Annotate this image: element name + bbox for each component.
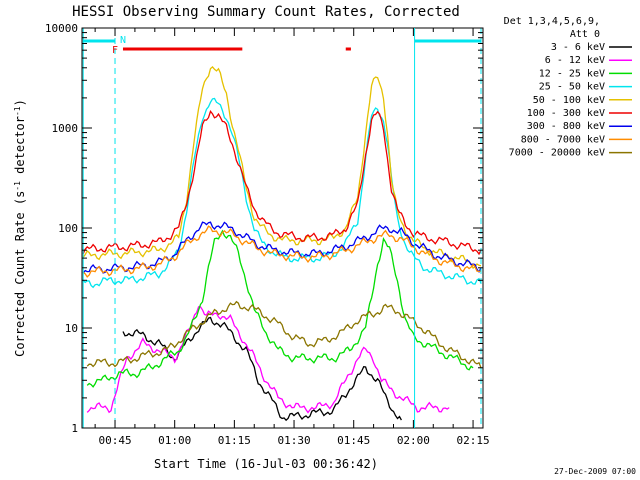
legend-entry-label: 300 - 800 keV bbox=[527, 121, 605, 132]
series-line-7 bbox=[82, 225, 482, 278]
series-line-2 bbox=[86, 229, 474, 388]
legend-entry-label: 800 - 7000 keV bbox=[521, 134, 605, 145]
legend-entry-label: 7000 - 20000 keV bbox=[509, 148, 605, 159]
legend-entry-label: 6 - 12 keV bbox=[545, 55, 605, 66]
legend-entry-label: 50 - 100 keV bbox=[533, 95, 605, 106]
y-tick-label: 1000 bbox=[52, 122, 79, 135]
annotation-layer: FN bbox=[82, 28, 482, 428]
x-tick-label: 01:00 bbox=[158, 434, 191, 447]
x-tick-label: 01:45 bbox=[337, 434, 370, 447]
y-axis: 1 10 100 1000 10000 bbox=[45, 22, 483, 435]
y-tick-label: 10 bbox=[65, 322, 78, 335]
x-tick-label: 01:15 bbox=[218, 434, 251, 447]
plot-area bbox=[81, 27, 484, 429]
legend-entry-label: 12 - 25 keV bbox=[539, 68, 605, 79]
legend-header: Att 0 bbox=[570, 29, 600, 40]
night-marker: N bbox=[120, 35, 126, 46]
y-tick-label: 1 bbox=[71, 422, 78, 435]
x-tick-label: 02:15 bbox=[456, 434, 489, 447]
series-line-8 bbox=[86, 300, 482, 369]
y-tick-label: 100 bbox=[58, 222, 78, 235]
series-layer bbox=[82, 65, 482, 422]
series-line-5 bbox=[82, 110, 482, 256]
flare-marker: F bbox=[112, 45, 118, 56]
legend-entry-label: 100 - 300 keV bbox=[527, 108, 605, 119]
legend-entry-label: 25 - 50 keV bbox=[539, 82, 605, 93]
series-line-4 bbox=[82, 65, 482, 270]
x-tick-label: 02:00 bbox=[397, 434, 430, 447]
series-line-0 bbox=[122, 316, 402, 422]
x-axis: 00:45 01:00 01:15 01:30 01:45 02:00 02:15 bbox=[94, 28, 490, 447]
footer-timestamp: 27-Dec-2009 07:00 bbox=[554, 467, 636, 476]
series-line-3 bbox=[82, 97, 482, 289]
y-axis-label: Corrected Count Rate (s-1 detector-1) bbox=[13, 99, 28, 357]
legend-entry-label: 3 - 6 keV bbox=[551, 42, 605, 53]
series-line-1 bbox=[86, 306, 450, 414]
legend-header: Det 1,3,4,5,6,9, bbox=[504, 16, 600, 27]
legend: Det 1,3,4,5,6,9, Att 0 3 - 6 keV 6 - 12 keV… bbox=[504, 16, 632, 159]
x-tick-label: 00:45 bbox=[98, 434, 131, 447]
y-tick-label: 10000 bbox=[45, 22, 78, 35]
x-tick-label: 01:30 bbox=[277, 434, 310, 447]
x-axis-label: Start Time (16-Jul-03 00:36:42) bbox=[154, 457, 378, 471]
plot-frame bbox=[81, 27, 484, 429]
chart-title: HESSI Observing Summary Count Rates, Cor… bbox=[72, 4, 460, 20]
